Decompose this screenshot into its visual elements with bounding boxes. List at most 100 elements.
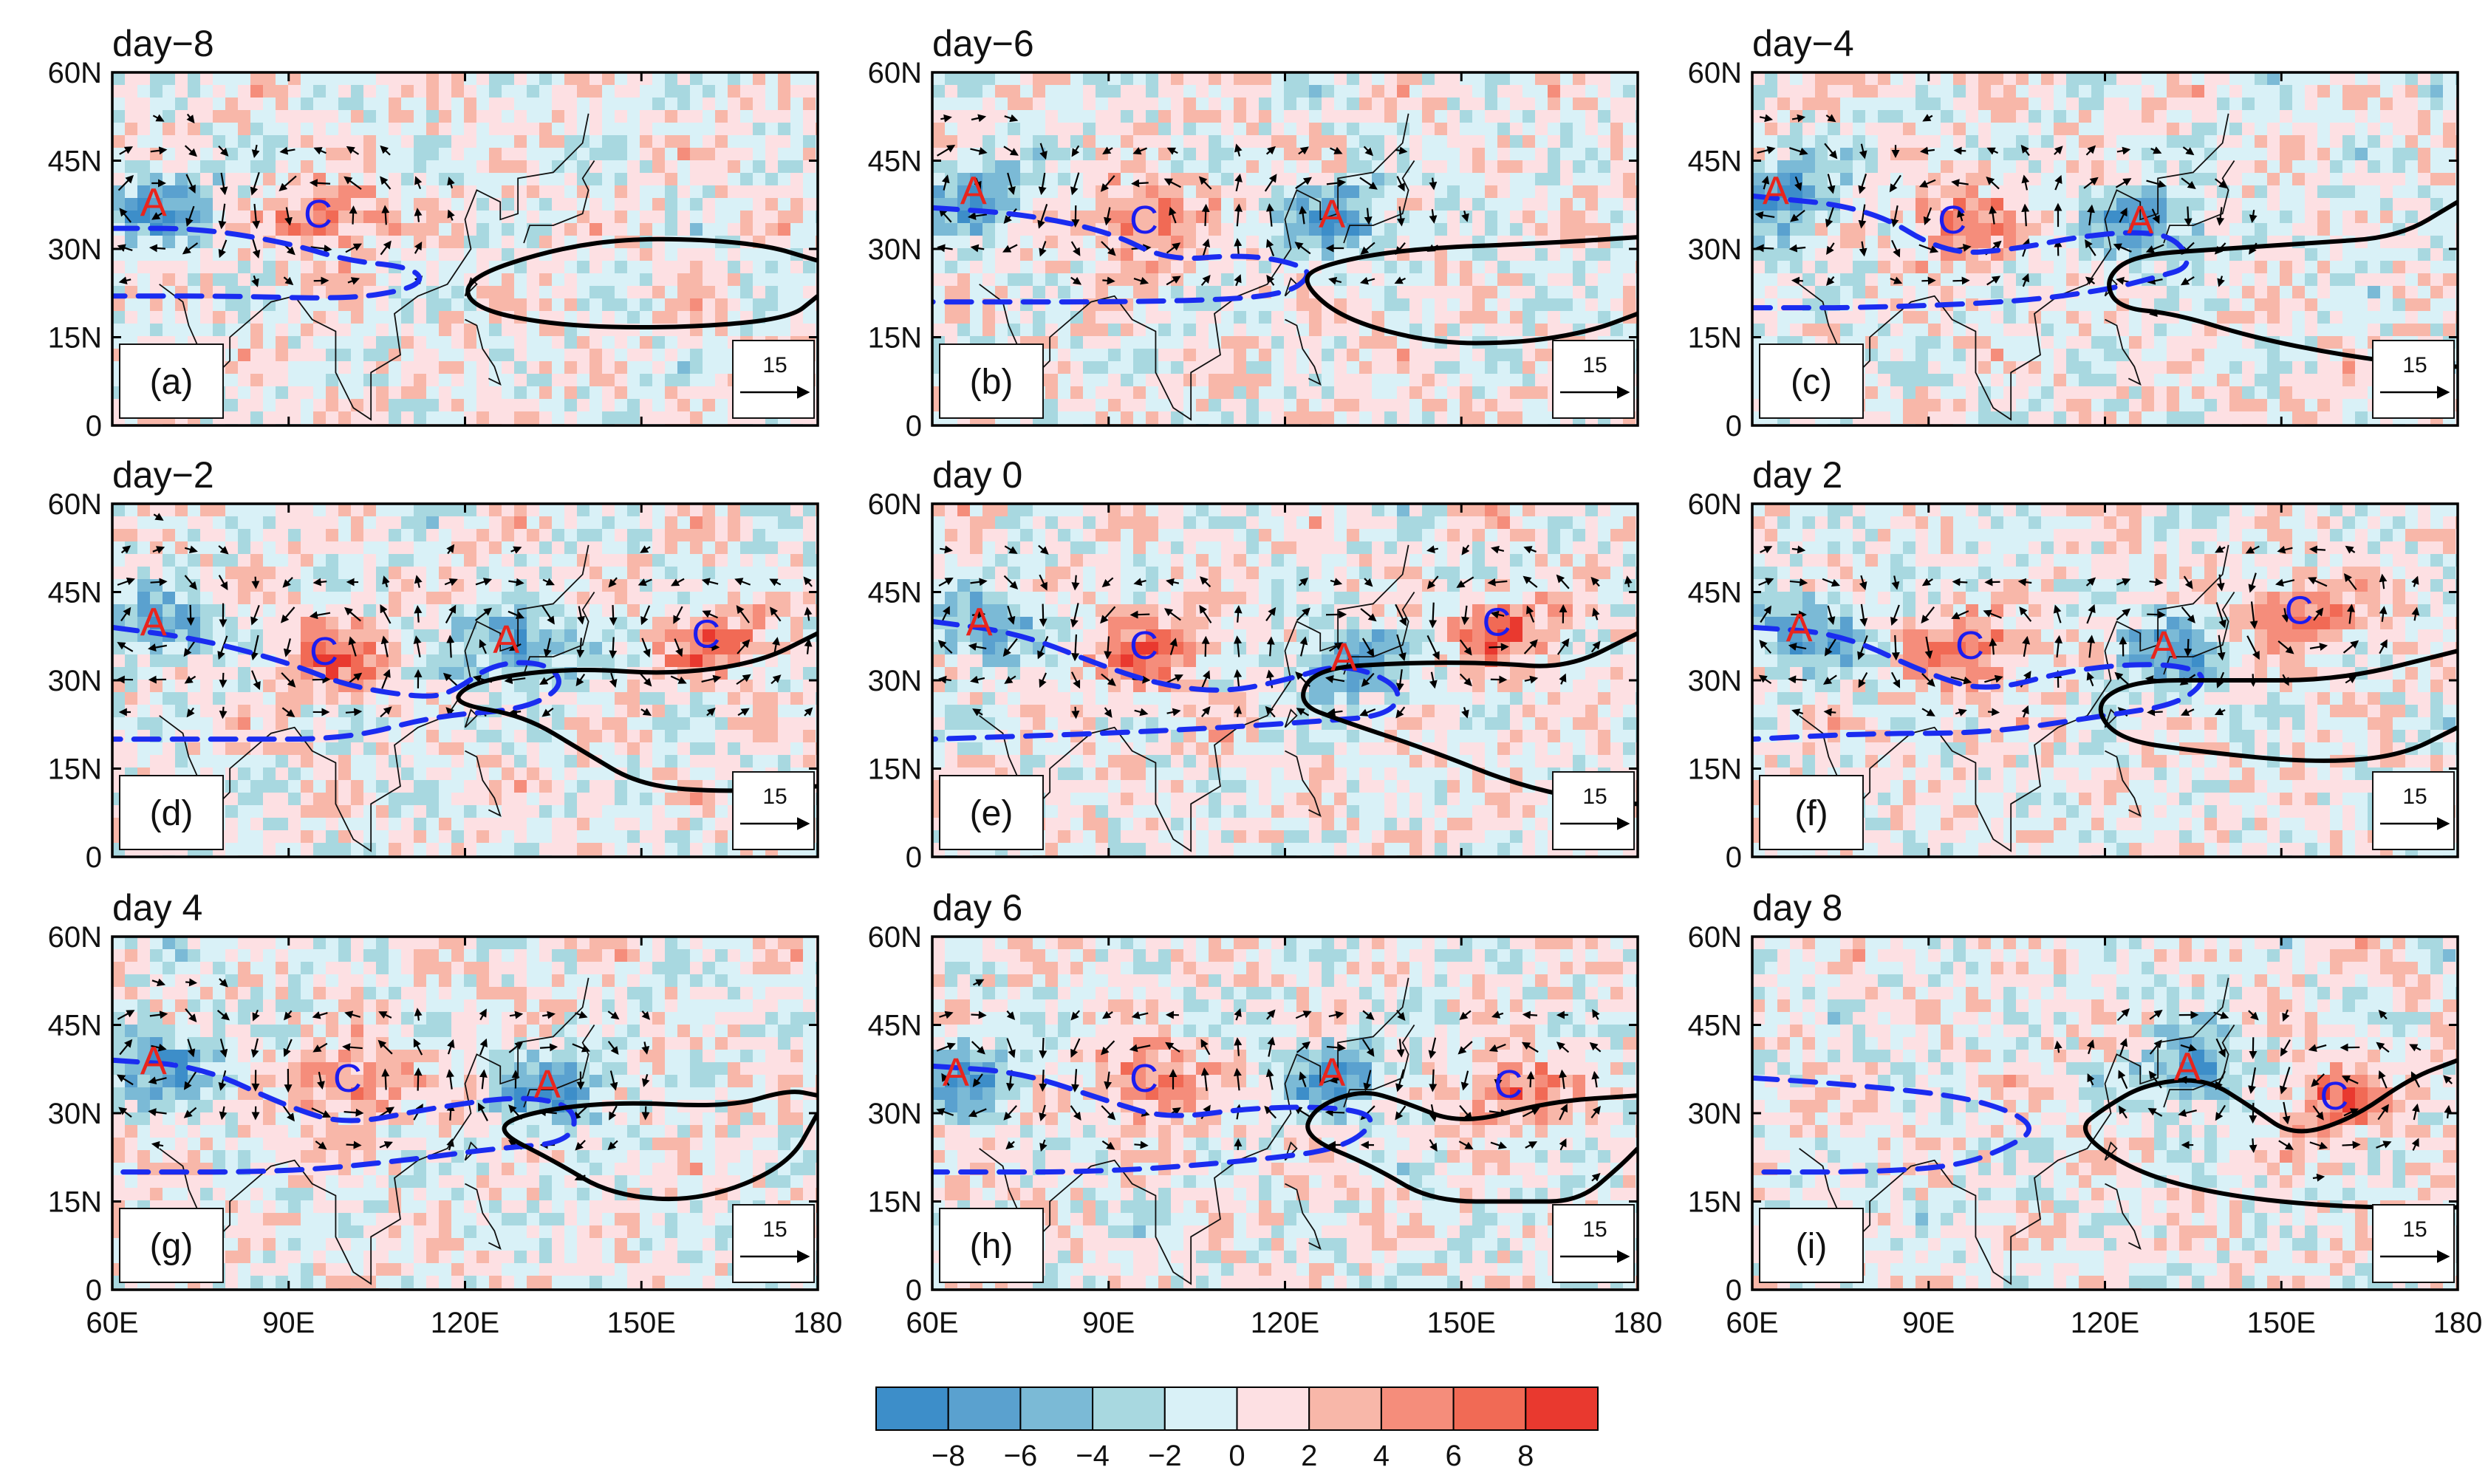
wind-arrow bbox=[1104, 636, 1113, 660]
wind-arrow bbox=[1070, 671, 1081, 689]
wind-arrow bbox=[283, 276, 294, 286]
cyclone-marker: C bbox=[1938, 198, 1966, 242]
wind-arrow bbox=[2054, 174, 2062, 191]
wind-arrow bbox=[1359, 708, 1376, 717]
wind-arrow bbox=[2019, 606, 2032, 622]
wind-arrow bbox=[2147, 1108, 2163, 1117]
panel-label: (e) bbox=[970, 794, 1014, 833]
wind-arrow bbox=[1491, 1011, 1504, 1019]
wind-arrow bbox=[2309, 643, 2328, 652]
wind-arrow bbox=[414, 208, 423, 222]
wind-arrow bbox=[1859, 575, 1867, 591]
wind-arrow bbox=[120, 606, 131, 622]
reference-vector-box bbox=[2372, 771, 2455, 850]
panel-label: (i) bbox=[1796, 1227, 1828, 1266]
wind-arrow bbox=[509, 1011, 524, 1019]
wind-arrow bbox=[1265, 239, 1275, 256]
wind-arrow bbox=[2054, 146, 2063, 155]
cyclone-marker: C bbox=[2285, 588, 2314, 632]
wind-arrow bbox=[413, 635, 422, 657]
wind-arrow bbox=[1039, 1139, 1048, 1152]
cyclone-marker: C bbox=[1494, 1062, 1522, 1107]
wind-arrow bbox=[2116, 578, 2131, 586]
wind-arrow bbox=[1429, 1069, 1438, 1093]
coastlines bbox=[1799, 544, 2235, 852]
x-tick-label: 150E bbox=[607, 1307, 676, 1339]
wind-arrow bbox=[1859, 603, 1868, 627]
wind-arrow bbox=[447, 209, 455, 221]
wind-arrow bbox=[2277, 640, 2294, 654]
wind-arrow bbox=[1790, 209, 1805, 222]
y-tick-label: 60N bbox=[868, 921, 922, 954]
wind-arrow bbox=[2183, 575, 2193, 589]
wind-arrow bbox=[1326, 179, 1347, 188]
panel-h: A C A C (h) 15 day 6 0 15N 30N 45N 60N 60E 90E 120E 150… bbox=[868, 887, 1663, 1339]
wind-arrow bbox=[577, 606, 585, 625]
anomaly-field bbox=[932, 72, 1638, 425]
contours bbox=[112, 225, 818, 330]
wind-arrow bbox=[2376, 1042, 2390, 1053]
wind-arrow bbox=[414, 1008, 423, 1021]
wind-arrow bbox=[2249, 1037, 2258, 1059]
wind-arrow bbox=[1326, 1043, 1347, 1052]
y-tick-label: 60N bbox=[48, 488, 102, 521]
wind-arrow bbox=[478, 1102, 488, 1121]
wind-arrow bbox=[186, 707, 195, 718]
wind-arrow bbox=[184, 575, 197, 590]
colorbar-tick-label: −4 bbox=[1076, 1440, 1110, 1472]
philippines-coastline bbox=[2105, 318, 2142, 386]
wind-arrow bbox=[118, 1107, 132, 1118]
wind-arrow bbox=[1923, 207, 1932, 226]
wind-arrow bbox=[1791, 545, 1806, 554]
contours bbox=[932, 618, 1638, 807]
wind-arrow bbox=[1200, 1067, 1209, 1091]
wind-arrow bbox=[1754, 211, 1775, 219]
wind-arrow bbox=[1003, 575, 1019, 589]
x-tick-label: 150E bbox=[1427, 1307, 1496, 1339]
wind-arrow bbox=[1330, 578, 1343, 586]
wind-arrow bbox=[1524, 675, 1539, 684]
wind-arrow bbox=[2178, 1109, 2197, 1118]
wind-arrow bbox=[312, 1011, 328, 1019]
wind-arrow bbox=[1556, 638, 1570, 655]
wind-arrow bbox=[184, 675, 196, 684]
wind-arrow bbox=[1590, 640, 1601, 653]
wind-arrow bbox=[250, 172, 260, 196]
y-tick-label: 60N bbox=[868, 57, 922, 89]
wind-arrow bbox=[380, 706, 392, 718]
wind-arrow bbox=[1589, 1042, 1602, 1053]
blue-dashed-contour bbox=[112, 1057, 577, 1175]
wind-arrow bbox=[1361, 672, 1375, 688]
wind-arrow bbox=[2145, 244, 2164, 253]
wind-arrow bbox=[2379, 639, 2388, 654]
cyclone-marker: C bbox=[691, 612, 720, 656]
wind-arrow bbox=[2345, 675, 2357, 684]
wind-arrow bbox=[446, 1069, 454, 1090]
y-tick-label: 45N bbox=[868, 577, 922, 609]
wind-arrow bbox=[1824, 143, 1838, 160]
wind-arrow bbox=[1200, 1039, 1211, 1056]
wind-arrow bbox=[447, 1039, 455, 1055]
wind-arrow bbox=[640, 708, 652, 717]
wind-arrow bbox=[2146, 179, 2167, 188]
taiwan-coastline bbox=[464, 708, 478, 728]
wind-arrow bbox=[310, 245, 332, 253]
wind-arrow bbox=[670, 675, 687, 684]
wind-arrow bbox=[734, 578, 751, 586]
wind-arrow bbox=[1459, 1010, 1472, 1020]
wind-arrow bbox=[380, 635, 389, 657]
wind-arrow bbox=[281, 707, 295, 717]
wind-arrow bbox=[1986, 147, 1999, 155]
wind-arrow bbox=[701, 674, 722, 683]
wind-arrow bbox=[706, 707, 716, 717]
black-solid-contour bbox=[465, 236, 818, 330]
anticyclone-marker: A bbox=[140, 180, 167, 225]
wind-arrow bbox=[1328, 276, 1342, 285]
wind-arrow bbox=[1006, 1038, 1016, 1059]
wind-arrow bbox=[2085, 276, 2096, 285]
wind-arrow bbox=[970, 147, 988, 155]
reference-vector-box bbox=[1552, 1204, 1635, 1283]
wind-arrow bbox=[183, 1107, 197, 1118]
wind-arrow bbox=[1101, 1040, 1115, 1056]
wind-arrow bbox=[1395, 603, 1407, 626]
